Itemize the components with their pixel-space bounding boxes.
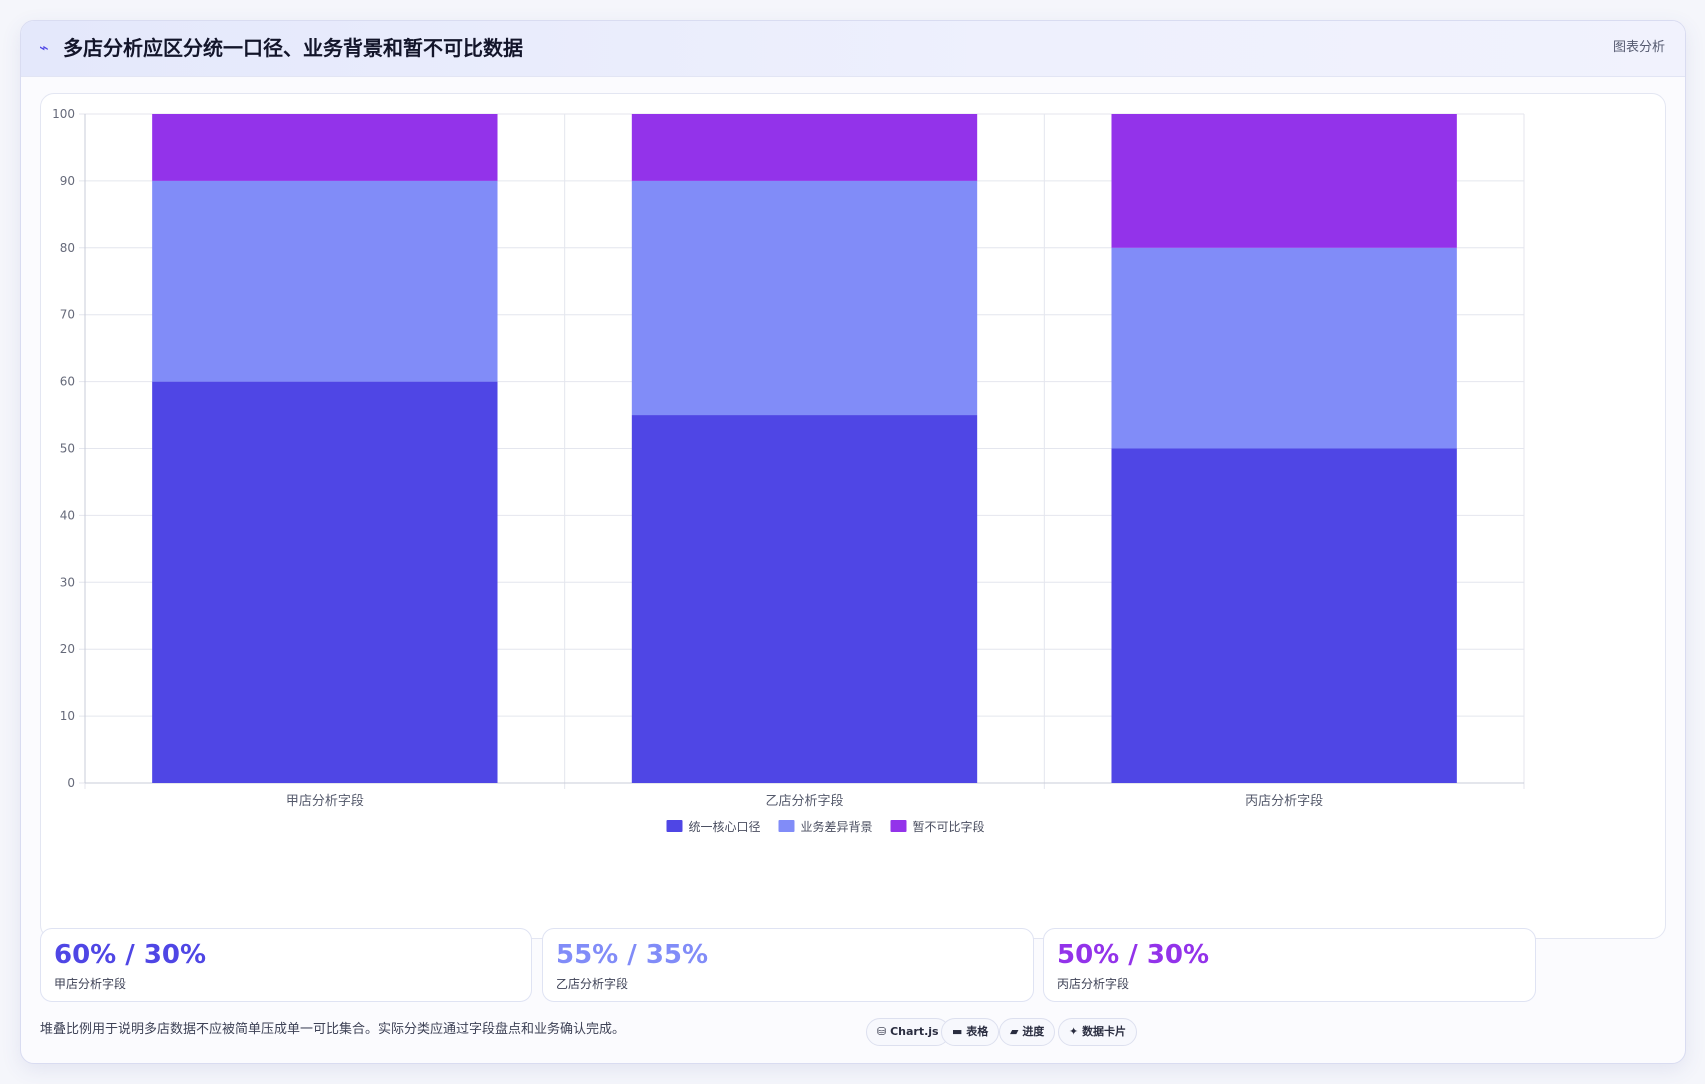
y-tick-label: 80 [60,241,75,255]
bar-segment-2-2 [631,180,978,416]
x-tick-label: 丙店分析字段 [1245,794,1323,809]
y-tick-label: 50 [60,442,75,456]
stat-card-store-a: 60% / 30% 甲店分析字段 [40,928,532,1002]
stat-value: 55% / 35% [556,940,709,970]
bar-segment-2-3 [631,114,978,181]
y-tick-label: 40 [60,508,75,522]
panel-title: 多店分析应区分统一口径、业务背景和暂不可比数据 [63,36,523,60]
chart-panel: ⌁ 多店分析应区分统一口径、业务背景和暂不可比数据 图表分析 0 10 20 30 40… [20,20,1686,1064]
tag-label: 进度 [1022,1025,1045,1038]
chart-analysis-badge: 图表分析 [1612,40,1665,55]
progress-icon: ▰ [1010,1025,1019,1038]
tag-label: Chart.js [890,1025,939,1038]
x-tick-label: 甲店分析字段 [286,794,364,809]
bar-segment-3-2 [1111,247,1457,449]
x-tick-label: 乙店分析字段 [765,794,843,809]
y-tick-label: 60 [60,375,75,389]
y-tick-label: 0 [67,776,75,790]
legend-label: 统一核心口径 [689,820,761,834]
legend-swatch [778,820,795,832]
legend-swatch [890,820,907,832]
table-icon: ▬ [952,1025,963,1038]
chart-card: 0 10 20 30 40 50 60 70 80 90 100 甲店分析字段 乙店分析字段 丙店分析字段… [40,93,1666,939]
legend-label: 暂不可比字段 [913,819,985,834]
legend-label: 业务差异背景 [801,819,873,834]
stat-value: 50% / 30% [1057,940,1210,970]
y-tick-label: 20 [60,642,75,656]
legend-swatch [666,820,683,832]
bar-segment-3-1 [1111,448,1457,783]
stacked-bar-chart: 0 10 20 30 40 50 60 70 80 90 100 甲店分析字段 乙店分析字段 丙店分析字段… [52,107,1525,834]
y-tick-label: 100 [52,107,75,121]
footnote: 堆叠比例用于说明多店数据不应被简单压成单一可比集合。实际分类应通过字段盘点和业务… [40,1022,626,1037]
tag-chartjs[interactable]: ⛁ Chart.js [866,1018,950,1046]
y-tick-label: 30 [60,575,75,589]
tag-label: 表格 [966,1025,989,1038]
tag-progress[interactable]: ▰ 进度 [999,1018,1056,1046]
y-tick-label: 70 [60,308,75,322]
stat-card-store-b: 55% / 35% 乙店分析字段 [542,928,1034,1002]
bar-segment-1-3 [152,114,498,181]
sparkle-icon: ✦ [1069,1025,1079,1038]
stat-card-store-c: 50% / 30% 丙店分析字段 [1043,928,1536,1002]
bar-segment-1-2 [152,180,498,382]
tag-table[interactable]: ▬ 表格 [941,1018,1000,1046]
stat-label: 乙店分析字段 [556,977,629,991]
chart-line-icon: ⌁ [39,38,49,57]
panel-header: ⌁ 多店分析应区分统一口径、业务背景和暂不可比数据 图表分析 [21,21,1685,77]
stat-label: 甲店分析字段 [54,977,127,991]
y-tick-label: 10 [60,709,75,723]
database-icon: ⛁ [877,1025,887,1038]
bar-segment-3-3 [1111,114,1457,248]
bar-segment-2-1 [631,415,978,783]
stat-label: 丙店分析字段 [1057,977,1130,991]
tag-label: 数据卡片 [1082,1025,1127,1038]
stat-value: 60% / 30% [54,940,207,970]
y-tick-label: 90 [60,174,75,188]
bar-segment-1-1 [152,381,498,783]
tag-data-card[interactable]: ✦ 数据卡片 [1058,1018,1138,1046]
